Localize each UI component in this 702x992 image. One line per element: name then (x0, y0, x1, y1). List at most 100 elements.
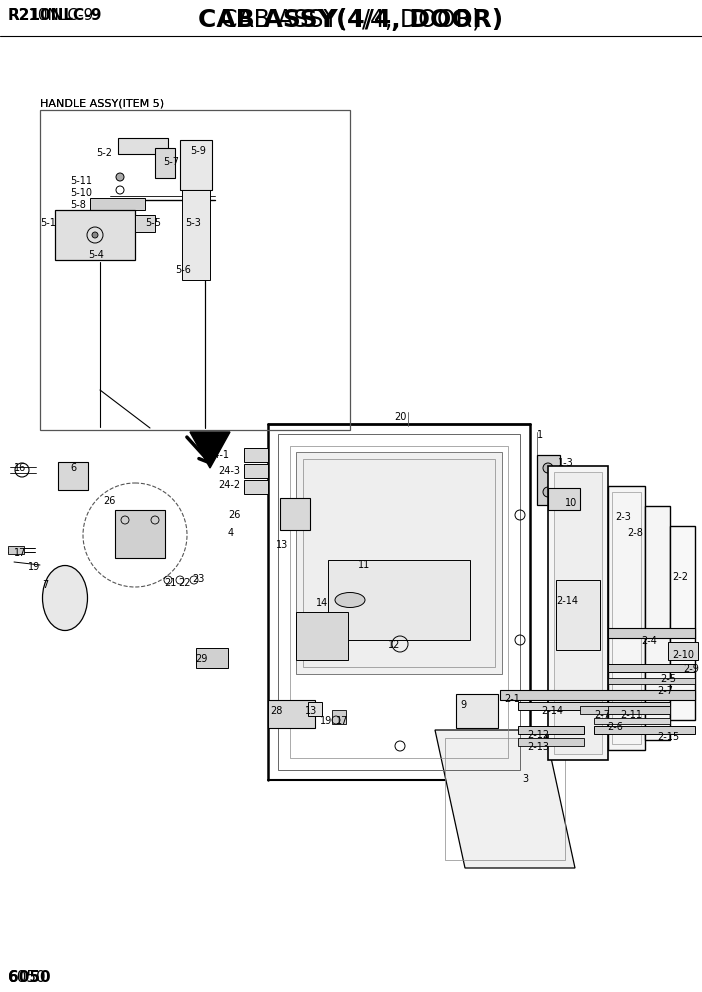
Text: 2-6: 2-6 (607, 722, 623, 732)
Text: 29: 29 (195, 654, 207, 664)
Text: 2-3: 2-3 (615, 512, 631, 522)
Bar (594, 718, 670, 724)
Text: CAB ASSY(4/4, DOOR): CAB ASSY(4/4, DOOR) (199, 8, 503, 32)
Text: 5-2: 5-2 (96, 148, 112, 158)
Bar (244, 448, 268, 462)
Text: 2-4: 2-4 (641, 636, 657, 646)
Bar (645, 506, 670, 740)
Circle shape (116, 173, 124, 181)
Bar (280, 498, 310, 530)
Bar (180, 140, 212, 190)
Bar (500, 690, 695, 700)
Bar (608, 664, 695, 672)
Bar (90, 198, 145, 210)
Text: 5-5: 5-5 (145, 218, 161, 228)
Text: HANDLE ASSY(ITEM 5): HANDLE ASSY(ITEM 5) (40, 98, 164, 108)
Text: 21: 21 (164, 578, 176, 588)
Bar (303, 459, 495, 667)
Bar (290, 446, 508, 758)
Text: 2-12: 2-12 (527, 730, 549, 740)
Text: 12: 12 (388, 640, 400, 650)
Text: 4: 4 (228, 528, 234, 538)
Text: 2-11: 2-11 (620, 710, 642, 720)
Text: 1-3: 1-3 (558, 458, 574, 468)
Bar (548, 488, 580, 510)
Text: 7: 7 (42, 580, 48, 590)
Bar (8, 546, 24, 554)
Text: 5-1: 5-1 (40, 218, 56, 228)
Text: 16: 16 (14, 463, 26, 473)
Text: 2-14: 2-14 (541, 706, 563, 716)
Ellipse shape (335, 592, 365, 607)
Bar (670, 526, 695, 720)
Text: 19: 19 (320, 716, 332, 726)
Text: 13: 13 (305, 706, 317, 716)
Bar (556, 580, 600, 650)
Text: 13: 13 (276, 540, 289, 550)
Bar (594, 726, 695, 734)
Text: 24-2: 24-2 (218, 480, 240, 490)
Text: 14: 14 (316, 598, 329, 608)
Text: 5-9: 5-9 (190, 146, 206, 156)
Text: 2-8: 2-8 (627, 528, 643, 538)
Text: 5-3: 5-3 (185, 218, 201, 228)
Bar (196, 648, 228, 668)
Polygon shape (435, 730, 575, 868)
Text: 1: 1 (537, 430, 543, 440)
Text: 26: 26 (103, 496, 115, 506)
Circle shape (543, 463, 553, 473)
Text: 28: 28 (270, 706, 282, 716)
Text: 2-9: 2-9 (683, 664, 699, 674)
Text: 2-15: 2-15 (657, 732, 679, 742)
Bar (580, 706, 670, 714)
Bar (445, 738, 565, 860)
Text: R210NLC-9: R210NLC-9 (8, 8, 93, 23)
Polygon shape (190, 432, 230, 468)
Ellipse shape (43, 565, 88, 631)
Bar (608, 486, 645, 750)
Circle shape (543, 487, 553, 497)
Text: 10: 10 (565, 498, 577, 508)
Bar (268, 700, 315, 728)
Bar (608, 706, 670, 714)
Bar (55, 210, 135, 260)
Bar (518, 726, 584, 734)
Text: CAB ASSY(4/4, DOOR): CAB ASSY(4/4, DOOR) (221, 8, 481, 32)
Text: 24-1: 24-1 (207, 450, 229, 460)
Bar (308, 702, 322, 716)
Text: 2-10: 2-10 (672, 650, 694, 660)
Bar (182, 190, 210, 280)
Bar (518, 738, 584, 746)
Bar (554, 472, 602, 754)
Bar (155, 148, 175, 178)
Bar (668, 642, 698, 660)
Text: 2-2: 2-2 (672, 572, 688, 582)
Bar (296, 612, 348, 660)
Text: 6050: 6050 (8, 970, 46, 985)
Text: 5-6: 5-6 (175, 265, 191, 275)
Bar (608, 678, 695, 684)
Bar (608, 628, 695, 638)
Text: 5-4: 5-4 (88, 250, 104, 260)
Bar (118, 138, 168, 154)
Text: 26: 26 (228, 510, 240, 520)
Text: 22: 22 (178, 578, 190, 588)
Text: 5-7: 5-7 (163, 157, 179, 167)
Bar (244, 464, 268, 478)
Bar (278, 434, 520, 770)
Text: 2-7: 2-7 (657, 686, 673, 696)
Text: 5-11: 5-11 (70, 176, 92, 186)
Bar (296, 452, 502, 674)
Bar (328, 560, 470, 640)
Text: 5-8: 5-8 (70, 200, 86, 210)
Text: 17: 17 (14, 548, 27, 558)
Text: 17: 17 (336, 716, 348, 726)
Circle shape (92, 232, 98, 238)
Text: 2-5: 2-5 (660, 674, 676, 684)
Text: 2-14: 2-14 (556, 596, 578, 606)
Bar (40, 110, 350, 430)
Text: 2-1: 2-1 (504, 694, 520, 704)
Text: 23: 23 (192, 574, 204, 584)
Text: 6: 6 (70, 463, 76, 473)
Bar (332, 710, 346, 724)
